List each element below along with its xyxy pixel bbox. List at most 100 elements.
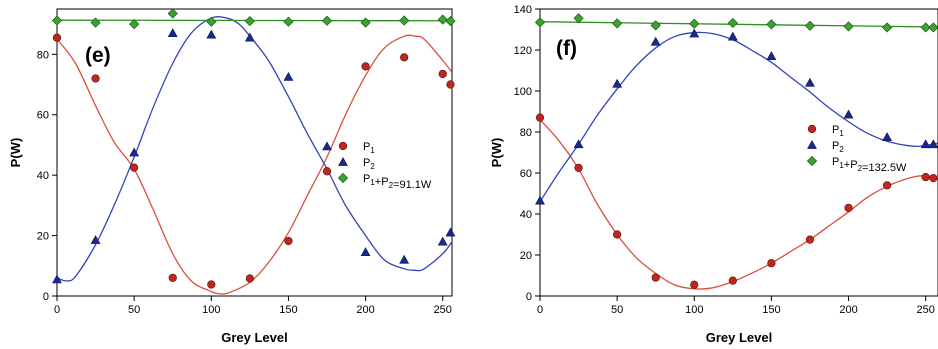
- series-0-point: [574, 163, 583, 172]
- x-tick-label: 0: [54, 304, 60, 316]
- series-2-point: [437, 14, 448, 25]
- legend-marker-2: [806, 155, 818, 167]
- x-tick-label: 200: [839, 304, 857, 316]
- series-0-point: [361, 62, 370, 71]
- series-2-point: [612, 18, 623, 29]
- series-0-point: [91, 74, 100, 83]
- series-1-point: [244, 32, 255, 42]
- series-2-point: [573, 13, 584, 24]
- y-axis-title: P(W): [8, 138, 23, 168]
- x-tick-label: 250: [434, 304, 452, 316]
- series-2-point: [321, 15, 333, 26]
- y-tick-label: 20: [520, 250, 532, 262]
- series-0-point: [284, 236, 293, 246]
- series-0-point: [400, 53, 409, 62]
- series-0-point: [322, 167, 332, 176]
- y-tick-label: 40: [37, 170, 49, 182]
- y-tick-label: 0: [43, 291, 49, 303]
- y-tick-label: 80: [37, 49, 49, 61]
- series-2-point: [534, 17, 546, 28]
- x-tick-label: 100: [685, 304, 703, 316]
- series-0-fit-line: [540, 119, 938, 290]
- series-1-point: [920, 139, 931, 149]
- series-2-point: [360, 17, 371, 28]
- x-tick-label: 50: [128, 304, 140, 316]
- series-0-point: [207, 280, 216, 289]
- series-0-point: [651, 273, 660, 282]
- series-2-point: [650, 20, 661, 31]
- series-2-point: [920, 22, 931, 33]
- plot-frame: [539, 8, 938, 297]
- series-0-point: [690, 280, 699, 289]
- legend-label-0: P1: [832, 124, 844, 138]
- series-2-point: [283, 16, 294, 27]
- series-2-point: [90, 17, 101, 28]
- series-1-point: [360, 247, 371, 257]
- x-tick-label: 100: [202, 304, 220, 316]
- x-axis-title: Grey Level: [706, 330, 773, 345]
- series-1-point: [727, 31, 738, 41]
- y-tick-label: 20: [37, 231, 49, 243]
- series-2-point: [129, 19, 140, 30]
- legend-marker-1: [807, 139, 817, 149]
- series-0-point: [929, 174, 938, 183]
- plot-area: [540, 21, 938, 290]
- legend-marker-2: [337, 172, 349, 184]
- y-tick-label: 140: [514, 4, 532, 16]
- x-tick-label: 0: [537, 304, 543, 316]
- panel-label: (e): [85, 44, 111, 67]
- legend-label-1: P2: [363, 157, 375, 171]
- chart-panel-0: 0 20 40 60 80 0 50 100 150 200 250 Grey Level P(W) (e…: [8, 8, 456, 345]
- series-1-point: [928, 139, 938, 149]
- y-tick-label: 60: [520, 168, 532, 180]
- chart-panel-1: 0 20 40 60 80 100 120 140 0 50 100 150 200 250 Grey Le…: [489, 4, 938, 345]
- series-0-point: [921, 173, 930, 182]
- series-0-fit-line: [57, 34, 452, 295]
- legend-label-2: P1+P2=91.1W: [363, 173, 432, 191]
- series-2-point: [206, 16, 217, 27]
- series-2-point: [766, 19, 777, 30]
- series-1-point: [322, 141, 332, 151]
- y-tick-label: 0: [526, 291, 532, 303]
- series-0-point: [168, 273, 177, 282]
- series-1-fit-line: [540, 31, 938, 203]
- series-2-point: [51, 15, 63, 26]
- series-1-point: [766, 51, 777, 60]
- plot-frame: [56, 8, 453, 297]
- series-1-point: [535, 195, 545, 205]
- series-0-point: [52, 33, 62, 42]
- series-2-point: [689, 18, 700, 29]
- y-tick-label: 40: [520, 209, 532, 221]
- y-tick-label: 120: [514, 45, 532, 57]
- series-1-point: [283, 71, 294, 81]
- series-2-point: [244, 15, 255, 27]
- series-1-fit-line: [57, 16, 452, 282]
- series-2-fit-line: [540, 21, 938, 28]
- series-0-point: [535, 113, 545, 122]
- legend-marker-0: [807, 124, 817, 134]
- series-1-point: [437, 236, 448, 246]
- series-1-point: [650, 36, 661, 46]
- series-0-point: [613, 230, 622, 239]
- series-1-point: [843, 109, 854, 119]
- x-tick-label: 50: [611, 304, 623, 316]
- x-tick-label: 200: [356, 304, 374, 316]
- series-0-point: [130, 163, 139, 172]
- series-2-point: [804, 20, 816, 31]
- series-1-point: [805, 77, 815, 87]
- panel-label: (f): [556, 37, 577, 60]
- series-0-point: [805, 235, 815, 244]
- series-1-point: [882, 132, 893, 141]
- legend-label-1: P2: [832, 140, 844, 154]
- series-1-point: [129, 147, 140, 157]
- series-1-point: [399, 254, 410, 264]
- series-2-point: [928, 22, 938, 33]
- series-1-point: [689, 28, 700, 38]
- series-0-point: [446, 80, 455, 89]
- plot-area: [57, 16, 452, 295]
- series-0-point: [245, 274, 254, 283]
- y-tick-label: 80: [520, 127, 532, 139]
- series-1-point: [612, 78, 623, 88]
- series-2-point: [445, 15, 456, 27]
- legend-label-2: P1+P2=132.5W: [832, 156, 907, 174]
